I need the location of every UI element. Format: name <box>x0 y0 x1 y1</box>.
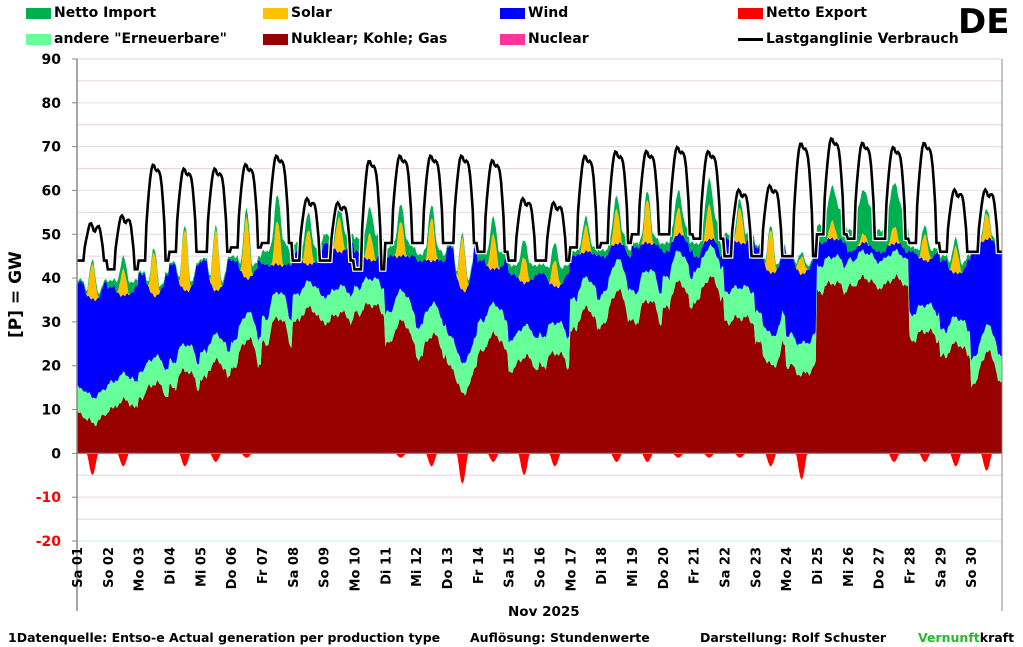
y-tick-label: -10 <box>36 490 62 506</box>
legend-swatch-netto-import <box>26 7 51 19</box>
legend-item-wind: Wind <box>500 5 568 21</box>
y-tick-label: 90 <box>42 52 62 68</box>
legend-label: Netto Import <box>54 5 157 21</box>
x-tick-label: Mo 03 <box>133 547 148 591</box>
x-tick-label: Do 06 <box>225 547 240 589</box>
legend-label: Nuclear <box>528 31 589 47</box>
areas <box>77 135 1002 484</box>
x-tick-label: Sa 08 <box>287 547 302 588</box>
x-tick-label: Sa 22 <box>719 547 734 588</box>
y-tick-label: 60 <box>42 183 62 199</box>
legend-item-lastganglinie: Lastganglinie Verbrauch <box>738 31 959 47</box>
y-tick-label: 0 <box>51 446 61 462</box>
legend-item-solar: Solar <box>263 5 332 21</box>
y-tick-label: -20 <box>36 534 62 550</box>
country-label: DE <box>958 2 1010 42</box>
x-tick-label: Fr 07 <box>256 547 271 584</box>
x-tick-label: Mi 05 <box>194 547 209 587</box>
x-tick-label: So 09 <box>318 547 333 588</box>
y-tick-label: 50 <box>42 227 62 243</box>
axes <box>76 59 1003 611</box>
x-tick-label: Di 04 <box>164 547 179 585</box>
x-tick-label: Mo 17 <box>564 547 579 591</box>
y-tick-label: 10 <box>42 403 62 419</box>
footer-brand: Vernunftkraft <box>918 630 1014 645</box>
x-tick-label: Mi 12 <box>410 547 425 587</box>
legend-label: Wind <box>528 5 569 21</box>
y-ticks: 90 80 70 60 50 40 30 20 10 0 -10 -20 <box>36 52 77 550</box>
legend-item-nuclear: Nuclear <box>500 31 589 47</box>
x-tick-label: Mo 24 <box>780 547 795 591</box>
legend-swatch-wind <box>500 7 525 19</box>
x-tick-label: Di 18 <box>595 547 610 585</box>
x-tick-label: Mi 19 <box>626 547 641 587</box>
y-tick-label: 40 <box>42 271 62 287</box>
legend-label: Lastganglinie Verbrauch <box>766 31 959 47</box>
x-tick-label: So 16 <box>534 547 549 588</box>
y-tick-label: 80 <box>42 96 62 112</box>
legend-label: andere "Erneuerbare" <box>54 31 227 47</box>
y-tick-label: 70 <box>42 140 62 156</box>
legend-swatch-nuklear-kohle-gas <box>263 33 288 45</box>
x-ticks: Sa 01 So 02 Mo 03 Di 04 Mi 05 Do 06 Fr 07 Sa 08… <box>71 547 980 591</box>
y-tick-label: 30 <box>42 315 62 331</box>
x-tick-label: So 02 <box>102 547 117 588</box>
footer-author: Darstellung: Rolf Schuster <box>700 630 887 645</box>
area-wind <box>77 232 1002 399</box>
brand-black: kraft <box>979 630 1015 645</box>
x-tick-label: So 23 <box>749 547 764 588</box>
y-tick-label: 20 <box>42 359 62 375</box>
x-tick-label: Mo 10 <box>349 547 364 591</box>
legend-swatch-solar <box>263 7 288 19</box>
x-tick-label: Sa 29 <box>934 547 949 588</box>
legend-label: Netto Export <box>766 5 867 21</box>
legend-swatch-netto-export <box>738 7 763 19</box>
x-tick-label: Fr 28 <box>904 547 919 584</box>
legend-item-andere-erneuerbare: andere "Erneuerbare" <box>26 31 227 47</box>
legend-item-netto-import: Netto Import <box>26 5 156 21</box>
load-line <box>77 136 1002 271</box>
legend-swatch-lastganglinie <box>738 37 763 41</box>
x-tick-label: Di 25 <box>811 547 826 585</box>
area-nuklear-kohle-gas <box>77 273 1002 454</box>
legend-swatch-nuclear <box>500 33 525 45</box>
x-tick-label: Fr 21 <box>688 547 703 584</box>
x-tick-label: Do 27 <box>873 547 888 589</box>
legend-swatch-andere-erneuerbare <box>26 33 51 45</box>
legend-label: Solar <box>291 5 332 21</box>
x-tick-label: So 30 <box>965 547 980 588</box>
x-axis-title: Nov 2025 <box>508 604 580 620</box>
x-tick-label: Mi 26 <box>842 547 857 587</box>
x-tick-label: Sa 01 <box>71 547 86 588</box>
legend-label: Nuklear; Kohle; Gas <box>291 31 448 47</box>
footer-resolution: Auflösung: Stundenwerte <box>470 630 650 645</box>
brand-green: Vernunft <box>918 630 980 645</box>
area-andere-erneuerbare <box>77 244 1002 426</box>
area-netto-export <box>77 453 1002 484</box>
legend-item-netto-export: Netto Export <box>738 5 867 21</box>
x-tick-label: Do 13 <box>441 547 456 589</box>
x-tick-label: Di 11 <box>379 547 394 585</box>
x-tick-label: Fr 14 <box>472 547 487 584</box>
legend-item-nuklear-kohle-gas: Nuklear; Kohle; Gas <box>263 31 447 47</box>
footer-source: 1Datenquelle: Entso-e Actual generation … <box>8 630 441 645</box>
x-tick-label: Sa 15 <box>503 547 518 588</box>
x-tick-label: Do 20 <box>657 547 672 589</box>
